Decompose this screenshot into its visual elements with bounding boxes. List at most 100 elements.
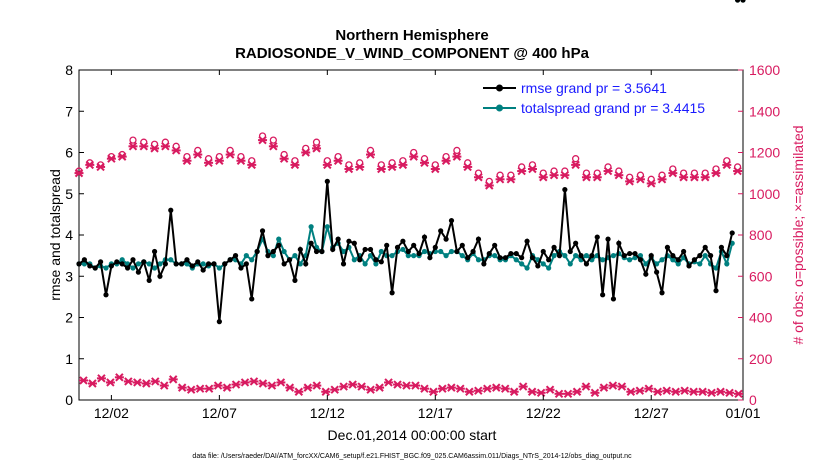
series-point-rmse	[384, 242, 390, 248]
obs-bottom-marker	[491, 383, 501, 392]
series-point-totalspread	[627, 257, 633, 263]
obs-assimilated-marker	[139, 142, 149, 151]
obs-bottom-marker	[716, 387, 726, 396]
obs-bottom-marker	[563, 389, 573, 399]
y-axis-label-left: rmse and totalspread	[47, 169, 63, 301]
series-point-rmse	[265, 253, 271, 259]
series-point-totalspread	[292, 253, 298, 259]
series-point-rmse	[173, 261, 179, 267]
series-point-rmse	[119, 261, 125, 267]
y-tick-label-left: 4	[65, 227, 73, 243]
chart-title-line1: Northern Hemisphere	[335, 27, 488, 44]
obs-bottom-marker	[294, 387, 304, 396]
y-tick-label-right: 1200	[749, 145, 780, 161]
series-point-rmse	[340, 261, 347, 267]
series-point-totalspread	[421, 248, 428, 255]
series-point-rmse	[708, 253, 714, 259]
obs-assimilated-marker	[225, 150, 235, 159]
series-point-rmse	[432, 244, 438, 250]
series-point-totalspread	[659, 257, 665, 263]
obs-bottom-marker	[644, 384, 654, 393]
series-point-totalspread	[524, 265, 530, 271]
series-point-totalspread	[216, 265, 222, 271]
series-point-totalspread	[583, 253, 590, 259]
y-tick-label-left: 7	[65, 103, 73, 119]
obs-bottom-marker	[258, 379, 268, 388]
series-point-rmse	[556, 253, 563, 259]
obs-bottom-marker	[267, 381, 277, 390]
series-point-rmse	[632, 250, 638, 257]
y-tick-label-right: 1600	[749, 62, 780, 78]
series-point-rmse	[313, 248, 320, 255]
obs-assimilated-marker	[592, 173, 602, 182]
series-point-rmse	[351, 240, 357, 246]
series-point-rmse	[616, 240, 622, 246]
obs-bottom-marker	[168, 375, 178, 384]
series-point-totalspread	[400, 246, 406, 253]
obs-bottom-marker	[366, 385, 376, 394]
series-point-totalspread	[519, 261, 525, 267]
obs-bottom-marker	[446, 383, 456, 392]
obs-bottom-marker	[87, 379, 97, 388]
obs-assimilated-marker	[301, 148, 311, 157]
obs-assimilated-marker	[258, 135, 268, 145]
obs-assimilated-marker	[355, 162, 365, 172]
series-point-totalspread	[168, 257, 174, 263]
obs-possible-marker	[572, 155, 580, 163]
series-point-rmse	[686, 263, 692, 269]
series-point-totalspread	[308, 224, 314, 230]
obs-assimilated-marker	[711, 168, 721, 178]
series-point-rmse	[729, 230, 735, 236]
series-point-rmse	[718, 244, 725, 250]
series-point-rmse	[508, 250, 514, 257]
series-point-rmse	[400, 238, 406, 244]
series-point-rmse	[346, 238, 352, 244]
series-point-rmse	[389, 290, 395, 296]
obs-assimilated-marker	[322, 160, 332, 170]
series-point-rmse	[227, 257, 233, 263]
obs-assimilated-marker	[333, 156, 343, 165]
obs-bottom-marker	[114, 373, 124, 382]
series-point-totalspread	[373, 261, 379, 267]
obs-bottom-marker	[707, 388, 717, 397]
series-point-totalspread	[151, 265, 158, 271]
series-point-rmse	[524, 238, 530, 244]
legend: rmse grand pr = 3.5641 totalspread grand…	[483, 80, 705, 116]
series-point-rmse	[735, 0, 741, 3]
y-tick-label-right: 600	[749, 268, 773, 284]
series-point-rmse	[605, 236, 611, 242]
series-point-totalspread	[448, 248, 455, 255]
obs-bottom-marker	[428, 387, 438, 396]
obs-assimilated-marker	[722, 160, 732, 170]
series-point-totalspread	[243, 253, 249, 259]
y-tick-label-right: 0	[749, 392, 757, 408]
series-point-rmse	[643, 271, 649, 277]
series-point-rmse	[303, 261, 309, 267]
series-point-rmse	[519, 255, 525, 261]
series-point-rmse	[513, 250, 519, 257]
series-point-rmse	[135, 269, 141, 275]
series-point-rmse	[259, 228, 266, 234]
obs-bottom-marker	[671, 387, 681, 396]
obs-assimilated-marker	[549, 170, 559, 180]
x-tick-label: 12/12	[310, 405, 345, 421]
series-point-rmse	[243, 261, 249, 267]
y-tick-label-right: 200	[749, 351, 773, 367]
obs-bottom-marker	[123, 377, 133, 386]
obs-bottom-marker	[617, 382, 627, 391]
series-point-rmse	[124, 265, 131, 271]
series-point-rmse	[551, 244, 557, 250]
obs-assimilated-marker	[409, 152, 419, 161]
series-point-rmse	[443, 236, 449, 242]
series-point-rmse	[114, 259, 120, 265]
obs-assimilated-marker	[571, 160, 581, 170]
obs-bottom-marker	[464, 387, 474, 396]
series-point-rmse	[222, 261, 228, 267]
obs-assimilated-marker	[247, 160, 257, 170]
obs-bottom-marker	[554, 389, 564, 399]
obs-assimilated-marker	[344, 164, 354, 174]
series-point-rmse	[681, 248, 687, 255]
series-point-rmse	[535, 263, 541, 269]
series-point-rmse	[459, 242, 465, 248]
series-point-rmse	[465, 255, 471, 261]
